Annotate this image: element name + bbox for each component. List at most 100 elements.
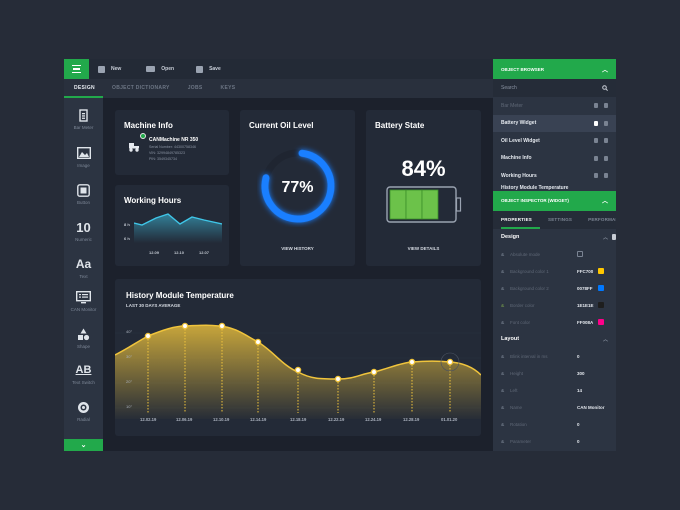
chevron-up-icon[interactable]: ︿: [601, 67, 608, 74]
x-axis-label: 12.06.19: [176, 417, 193, 422]
shape-icon: [64, 326, 103, 342]
lock-icon[interactable]: [594, 103, 598, 109]
lock-icon[interactable]: [594, 173, 598, 179]
tab-performance[interactable]: PERFORMANCE: [588, 216, 616, 222]
prop-background-color-1[interactable]: & Background color 1 FFC700: [493, 263, 616, 280]
prop-value[interactable]: 0078FF: [577, 285, 593, 291]
absolute-mode-checkbox[interactable]: [577, 251, 583, 257]
object-item-machine-info[interactable]: Machine Info: [493, 150, 616, 168]
prop-border-color[interactable]: & Border color 1E1E1E: [493, 297, 616, 314]
palette-item-text-switch[interactable]: AB Text Switch: [64, 362, 103, 385]
prop-blink-interval[interactable]: & Blink interval in ms 0: [493, 348, 616, 365]
toolbar: New Open Save: [64, 59, 493, 79]
palette-item-shape[interactable]: Shape: [64, 326, 103, 349]
chevron-up-icon[interactable]: ︿: [602, 336, 608, 343]
right-panel: OBJECT BROWSER ︿ Search Bar Meter Batter…: [493, 59, 616, 451]
view-history-link[interactable]: VIEW HISTORY: [281, 246, 314, 251]
trash-icon[interactable]: [604, 138, 608, 144]
inspector-scrollbar[interactable]: [612, 234, 616, 240]
palette-item-button[interactable]: Button: [64, 182, 103, 205]
trash-icon[interactable]: [604, 103, 608, 109]
prop-name-field[interactable]: & Name CAN Monitor: [493, 399, 616, 416]
prop-value[interactable]: 0: [577, 353, 580, 359]
prop-value[interactable]: 0: [577, 438, 580, 444]
lock-icon[interactable]: [594, 138, 598, 144]
machine-pin: PIN: 3549345734: [149, 157, 177, 161]
open-button[interactable]: Open: [146, 66, 174, 72]
prop-name: Background color 2: [510, 285, 549, 291]
object-item-battery-widget[interactable]: Battery Widget: [493, 114, 616, 132]
trash-icon[interactable]: [604, 173, 608, 179]
oil-level-card[interactable]: Current Oil Level 77% VIEW HISTORY: [240, 110, 355, 266]
search-icon[interactable]: [602, 85, 608, 91]
new-button[interactable]: New: [98, 65, 121, 73]
prop-value[interactable]: 0: [577, 421, 580, 427]
color-swatch[interactable]: [598, 302, 604, 308]
chevron-up-icon[interactable]: ︿: [602, 234, 608, 241]
image-icon: [64, 145, 103, 161]
object-search-input[interactable]: Search: [493, 79, 616, 97]
trash-icon[interactable]: [604, 120, 608, 126]
menu-button[interactable]: [64, 59, 89, 79]
prop-value[interactable]: CAN Monitor: [577, 404, 605, 410]
object-browser-header[interactable]: OBJECT BROWSER ︿: [493, 59, 616, 79]
save-icon: [196, 65, 204, 73]
view-details-link[interactable]: VIEW DETAILS: [407, 246, 440, 251]
prop-absolute-mode[interactable]: & Absolute mode: [493, 246, 616, 263]
chevron-down-icon: ⌄: [80, 442, 87, 449]
tab-keys[interactable]: KEYS: [220, 85, 236, 91]
palette-item-radial[interactable]: Radial: [64, 399, 103, 422]
prop-background-color-2[interactable]: & Background color 2 0078FF: [493, 280, 616, 297]
save-button[interactable]: Save: [196, 65, 221, 73]
prop-left[interactable]: & Left 14: [493, 382, 616, 399]
color-swatch[interactable]: [598, 285, 604, 291]
prop-value[interactable]: FFC700: [577, 268, 594, 274]
lock-icon[interactable]: [594, 155, 598, 161]
working-hours-card[interactable]: Working Hours 8 h 6 h 12.09 12.10 12.07: [115, 185, 229, 266]
trash-icon[interactable]: [604, 155, 608, 161]
color-swatch[interactable]: [598, 319, 604, 325]
object-item-working-hours[interactable]: Working Hours: [493, 167, 616, 185]
design-section-header[interactable]: Design ︿: [493, 229, 616, 246]
palette-item-can-monitor[interactable]: CAN Monitor: [64, 289, 103, 312]
object-item-bar-meter[interactable]: Bar Meter: [493, 97, 616, 115]
hamburger-icon: [72, 64, 81, 67]
prop-value[interactable]: 1E1E1E: [577, 302, 594, 308]
tab-properties[interactable]: PROPERTIES: [493, 211, 541, 229]
prop-value[interactable]: 14: [577, 387, 583, 393]
prop-font-color[interactable]: & Font color FF008A: [493, 314, 616, 331]
prop-value[interactable]: 300: [577, 370, 585, 376]
palette-label: Image: [77, 163, 90, 168]
x-axis-label: 12.07: [199, 250, 210, 255]
object-actions: [594, 138, 608, 144]
prop-rotation[interactable]: & Rotation 0: [493, 416, 616, 433]
x-axis-label: 12.18.19: [290, 417, 307, 422]
object-inspector-header[interactable]: OBJECT INSPECTOR (WIDGET) ︿: [493, 190, 616, 211]
tab-object-dictionary[interactable]: OBJECT DICTIONARY: [112, 85, 170, 91]
prop-height[interactable]: & Height 300: [493, 365, 616, 382]
radial-icon: [64, 399, 103, 415]
tab-jobs[interactable]: JOBS: [187, 85, 203, 91]
y-axis-label: 10°: [126, 404, 133, 409]
object-item-oil-level-widget[interactable]: Oil Level Widget: [493, 132, 616, 150]
battery-card[interactable]: Battery State 84% VIEW DETAILS: [366, 110, 481, 266]
hamburger-icon-line: [72, 71, 81, 74]
palette-item-bar-meter[interactable]: Bar Meter: [64, 107, 103, 130]
machine-info-card[interactable]: Machine Info CANMachine NR 350 Serial Nu…: [115, 110, 229, 175]
layout-section-header[interactable]: Layout ︿: [493, 331, 616, 348]
palette-item-numeric[interactable]: 10 Numeric: [64, 219, 103, 243]
color-swatch[interactable]: [598, 268, 604, 274]
object-item-history[interactable]: History Module Temperature: [493, 185, 616, 191]
binding-icon: &: [501, 421, 505, 427]
history-temperature-card[interactable]: History Module Temperature LAST 30 DAYS …: [115, 279, 481, 436]
chevron-up-icon[interactable]: ︿: [601, 199, 608, 205]
lock-icon[interactable]: [594, 120, 598, 126]
palette-item-image[interactable]: Image: [64, 145, 103, 168]
palette-expand-button[interactable]: ⌄: [64, 439, 103, 451]
card-title: Working Hours: [124, 196, 182, 205]
tab-settings[interactable]: SETTINGS: [548, 216, 573, 222]
prop-parameter[interactable]: & Parameter 0: [493, 433, 616, 450]
tab-design[interactable]: DESIGN: [64, 79, 103, 98]
palette-item-text[interactable]: Aa Text: [64, 256, 103, 279]
prop-value[interactable]: FF008A: [577, 319, 594, 325]
